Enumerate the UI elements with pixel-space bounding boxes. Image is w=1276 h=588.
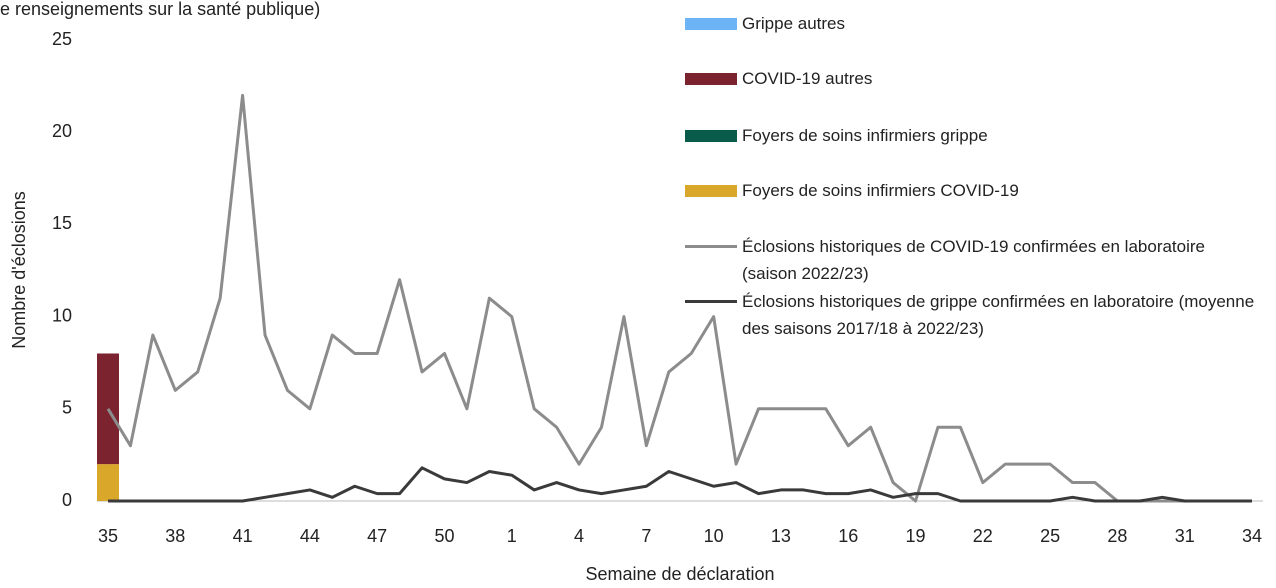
x-axis-label: Semaine de déclaration [585, 564, 774, 584]
x-tick-label: 13 [771, 526, 791, 546]
x-tick-label: 31 [1175, 526, 1195, 546]
x-tick-label: 10 [704, 526, 724, 546]
y-tick-label: 0 [62, 490, 72, 510]
legend-label: COVID-19 autres [742, 69, 873, 88]
line [108, 466, 1252, 503]
legend-label: Éclosions historiques de COVID-19 confir… [742, 237, 1206, 283]
x-tick-label: 35 [98, 526, 118, 546]
chart-title: e renseignements sur la santé publique) [0, 0, 320, 19]
y-tick-label: 5 [62, 398, 72, 418]
legend-swatch [685, 18, 737, 30]
bar [97, 464, 119, 501]
y-tick-label: 25 [52, 29, 72, 49]
y-tick-label: 20 [52, 121, 72, 141]
legend-swatch [685, 300, 737, 303]
x-tick-label: 47 [367, 526, 387, 546]
x-tick-label: 38 [165, 526, 185, 546]
x-tick-label: 34 [1242, 526, 1262, 546]
x-tick-label: 28 [1107, 526, 1127, 546]
legend-swatch [685, 185, 737, 197]
y-axis-label: Nombre d'éclosions [9, 191, 29, 349]
legend-label: Foyers de soins infirmiers COVID-19 [742, 181, 1019, 200]
x-tick-label: 50 [434, 526, 454, 546]
legend-swatch [685, 73, 737, 85]
y-tick-label: 10 [52, 305, 72, 325]
y-tick-label: 15 [52, 213, 72, 233]
legend-label: Éclosions historiques de grippe confirmé… [742, 292, 1255, 338]
x-tick-label: 16 [838, 526, 858, 546]
x-tick-label: 25 [1040, 526, 1060, 546]
x-tick-label: 22 [973, 526, 993, 546]
x-tick-label: 1 [507, 526, 517, 546]
x-tick-label: 4 [574, 526, 584, 546]
x-tick-label: 41 [233, 526, 253, 546]
legend-label: Grippe autres [742, 14, 845, 33]
legend-label: Foyers de soins infirmiers grippe [742, 126, 988, 145]
x-tick-label: 44 [300, 526, 320, 546]
legend-swatch [685, 130, 737, 142]
legend-swatch [685, 245, 737, 248]
line [106, 93, 1252, 503]
x-tick-label: 19 [906, 526, 926, 546]
x-tick-label: 7 [641, 526, 651, 546]
